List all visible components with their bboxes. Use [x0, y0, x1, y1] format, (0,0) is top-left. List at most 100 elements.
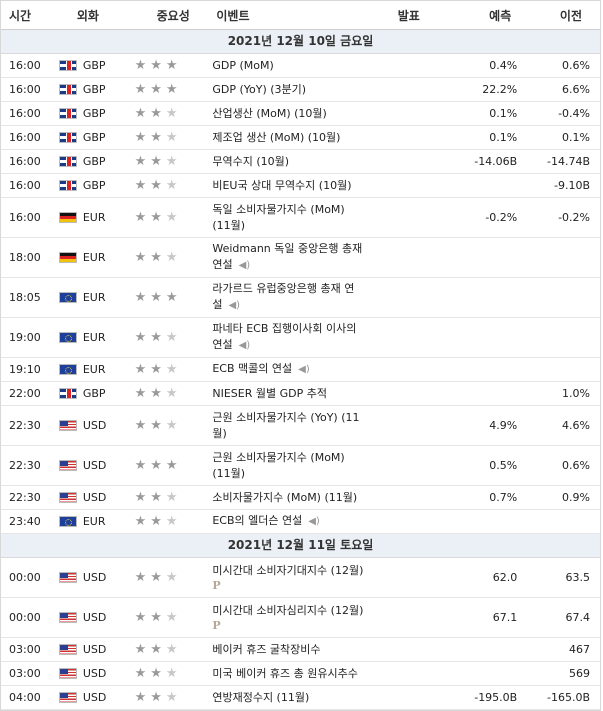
- event-time: 16:00: [9, 154, 41, 168]
- stars-group: ★★★: [135, 514, 182, 529]
- importance-stars: ★★★: [123, 154, 207, 170]
- event-name[interactable]: 산업생산 (MoM) (10월): [206, 106, 405, 122]
- star-icon: ★: [165, 689, 182, 705]
- currency-code: USD: [82, 642, 107, 656]
- event-row[interactable]: 16:00 GBP ★★★ GDP (YoY) (3분기) 22.2% 6.6%: [1, 78, 600, 102]
- speaker-icon[interactable]: ◀): [238, 340, 251, 351]
- event-row[interactable]: 03:00 USD ★★★ 미국 베이커 휴즈 총 원유시추수 569: [1, 662, 600, 686]
- event-row[interactable]: 00:00 USD ★★★ 미시간대 소비자기대지수 (12월) P 62.0 63.5: [1, 558, 600, 598]
- event-row[interactable]: 16:00 GBP ★★★ 무역수지 (10월) -14.06B -14.74B: [1, 150, 600, 174]
- event-row[interactable]: 16:00 GBP ★★★ 산업생산 (MoM) (10월) 0.1% -0.4%: [1, 102, 600, 126]
- event-row[interactable]: 19:00 EUR ★★★ 파네타 ECB 집행이사회 이사의 연설 ◀): [1, 318, 600, 358]
- header-event[interactable]: 이벤트: [216, 8, 250, 23]
- speaker-icon[interactable]: ◀): [238, 260, 251, 271]
- stars-group: ★★★: [135, 570, 182, 585]
- star-icon: ★: [150, 457, 166, 473]
- event-row[interactable]: 22:30 USD ★★★ 근원 소비자물가지수 (MoM) (11월) 0.5% 0.6%: [1, 446, 600, 486]
- event-row[interactable]: 23:40 EUR ★★★ ECB의 엘더슨 연설 ◀): [1, 510, 600, 534]
- event-name-line: 미시간대 소비자심리지수 (12월): [212, 603, 364, 617]
- event-name[interactable]: 무역수지 (10월): [206, 154, 405, 170]
- header-previous[interactable]: 이전: [559, 8, 582, 23]
- event-name-line: NIESER 월별 GDP 추적: [212, 386, 327, 400]
- event-name[interactable]: GDP (MoM): [206, 58, 405, 74]
- event-row[interactable]: 16:00 EUR ★★★ 독일 소비자물가지수 (MoM) (11월) -0.2% -0.…: [1, 198, 600, 238]
- event-name[interactable]: 베이커 휴즈 굴착장비수: [206, 642, 405, 658]
- stars-group: ★★★: [135, 386, 182, 401]
- event-name[interactable]: 근원 소비자물가지수 (MoM) (11월): [206, 450, 405, 482]
- star-icon: ★: [165, 57, 182, 73]
- event-row[interactable]: 22:00 GBP ★★★ NIESER 월별 GDP 추적 1.0%: [1, 382, 600, 406]
- event-time: 22:30: [9, 490, 41, 504]
- event-name-line: 베이커 휴즈 굴착장비수: [212, 642, 321, 656]
- event-currency: EUR: [53, 514, 123, 530]
- event-name[interactable]: 소비자물가지수 (MoM) (11월): [206, 490, 405, 506]
- event-name[interactable]: 근원 소비자물가지수 (YoY) (11 월): [206, 410, 405, 442]
- star-icon: ★: [134, 361, 151, 377]
- stars-group: ★★★: [135, 290, 182, 305]
- event-time: 23:40: [9, 514, 41, 528]
- flag-deu-icon: [58, 212, 77, 223]
- event-time: 04:00: [9, 690, 41, 704]
- header-time[interactable]: 시간: [9, 8, 32, 23]
- star-icon: ★: [134, 609, 151, 625]
- star-icon: ★: [134, 153, 151, 169]
- event-previous: -0.2%: [558, 210, 590, 224]
- event-row[interactable]: 18:05 EUR ★★★ 라가르드 유럽중앙은행 총재 연 설 ◀): [1, 278, 600, 318]
- header-actual[interactable]: 발표: [397, 8, 420, 23]
- event-name[interactable]: NIESER 월별 GDP 추적: [206, 386, 405, 402]
- event-name[interactable]: 라가르드 유럽중앙은행 총재 연 설 ◀): [206, 281, 405, 314]
- event-name-line: 미국 베이커 휴즈 총 원유시추수: [212, 666, 358, 680]
- header-importance[interactable]: 중요성: [156, 8, 190, 23]
- header-forecast[interactable]: 예측: [489, 8, 512, 23]
- event-row[interactable]: 18:00 EUR ★★★ Weidmann 독일 중앙은행 총재 연설 ◀): [1, 238, 600, 278]
- stars-group: ★★★: [135, 610, 182, 625]
- star-icon: ★: [150, 417, 166, 433]
- speaker-icon[interactable]: ◀): [228, 300, 241, 311]
- event-name[interactable]: 제조업 생산 (MoM) (10월): [206, 130, 405, 146]
- importance-stars: ★★★: [123, 58, 207, 74]
- speaker-icon[interactable]: ◀): [298, 364, 310, 375]
- star-icon: ★: [165, 385, 182, 401]
- event-name[interactable]: 연방재정수지 (11월): [206, 690, 405, 706]
- event-row[interactable]: 04:00 USD ★★★ 연방재정수지 (11월) -195.0B -165.0B: [1, 686, 600, 710]
- event-row[interactable]: 22:30 USD ★★★ 소비자물가지수 (MoM) (11월) 0.7% 0.9%: [1, 486, 600, 510]
- event-row[interactable]: 19:10 EUR ★★★ ECB 맥콜의 연설 ◀): [1, 358, 600, 382]
- event-row[interactable]: 22:30 USD ★★★ 근원 소비자물가지수 (YoY) (11 월) 4.9% 4.6…: [1, 406, 600, 446]
- event-name[interactable]: Weidmann 독일 중앙은행 총재 연설 ◀): [206, 241, 405, 274]
- event-name[interactable]: ECB 맥콜의 연설 ◀): [206, 361, 405, 378]
- event-currency: USD: [53, 642, 123, 658]
- event-row[interactable]: 16:00 GBP ★★★ 제조업 생산 (MoM) (10월) 0.1% 0.1%: [1, 126, 600, 150]
- star-icon: ★: [134, 289, 151, 305]
- event-row[interactable]: 16:00 GBP ★★★ GDP (MoM) 0.4% 0.6%: [1, 54, 600, 78]
- event-currency: USD: [53, 666, 123, 682]
- flag-usd-icon: [58, 420, 77, 431]
- event-name[interactable]: 파네타 ECB 집행이사회 이사의 연설 ◀): [206, 321, 405, 354]
- event-name[interactable]: ECB의 엘더슨 연설 ◀): [206, 513, 405, 530]
- event-name[interactable]: GDP (YoY) (3분기): [206, 82, 405, 98]
- stars-group: ★★★: [135, 330, 182, 345]
- star-icon: ★: [150, 489, 166, 505]
- header-currency[interactable]: 외화: [76, 8, 99, 23]
- event-currency: GBP: [53, 58, 123, 74]
- event-name[interactable]: 미국 베이커 휴즈 총 원유시추수: [206, 666, 405, 682]
- event-currency: USD: [53, 610, 123, 626]
- event-row[interactable]: 03:00 USD ★★★ 베이커 휴즈 굴착장비수 467: [1, 638, 600, 662]
- star-icon: ★: [134, 385, 151, 401]
- event-row[interactable]: 00:00 USD ★★★ 미시간대 소비자심리지수 (12월) P 67.1 67.4: [1, 598, 600, 638]
- speaker-icon[interactable]: ◀): [308, 516, 320, 527]
- event-previous: -9.10B: [553, 178, 590, 192]
- currency-code: USD: [82, 666, 107, 680]
- event-time: 16:00: [9, 82, 41, 96]
- currency-code: GBP: [82, 106, 106, 120]
- currency-code: USD: [82, 690, 107, 704]
- event-previous: 1.0%: [562, 386, 590, 400]
- event-row[interactable]: 16:00 GBP ★★★ 비EU국 상대 무역수지 (10월) -9.10B: [1, 174, 600, 198]
- event-name[interactable]: 독일 소비자물가지수 (MoM) (11월): [206, 202, 405, 234]
- event-name[interactable]: 미시간대 소비자심리지수 (12월) P: [206, 603, 405, 633]
- event-name[interactable]: 미시간대 소비자기대지수 (12월) P: [206, 563, 405, 593]
- stars-group: ★★★: [135, 106, 182, 121]
- star-icon: ★: [134, 129, 151, 145]
- event-name[interactable]: 비EU국 상대 무역수지 (10월): [206, 178, 405, 194]
- flag-usd-icon: [58, 692, 77, 703]
- event-currency: USD: [53, 690, 123, 706]
